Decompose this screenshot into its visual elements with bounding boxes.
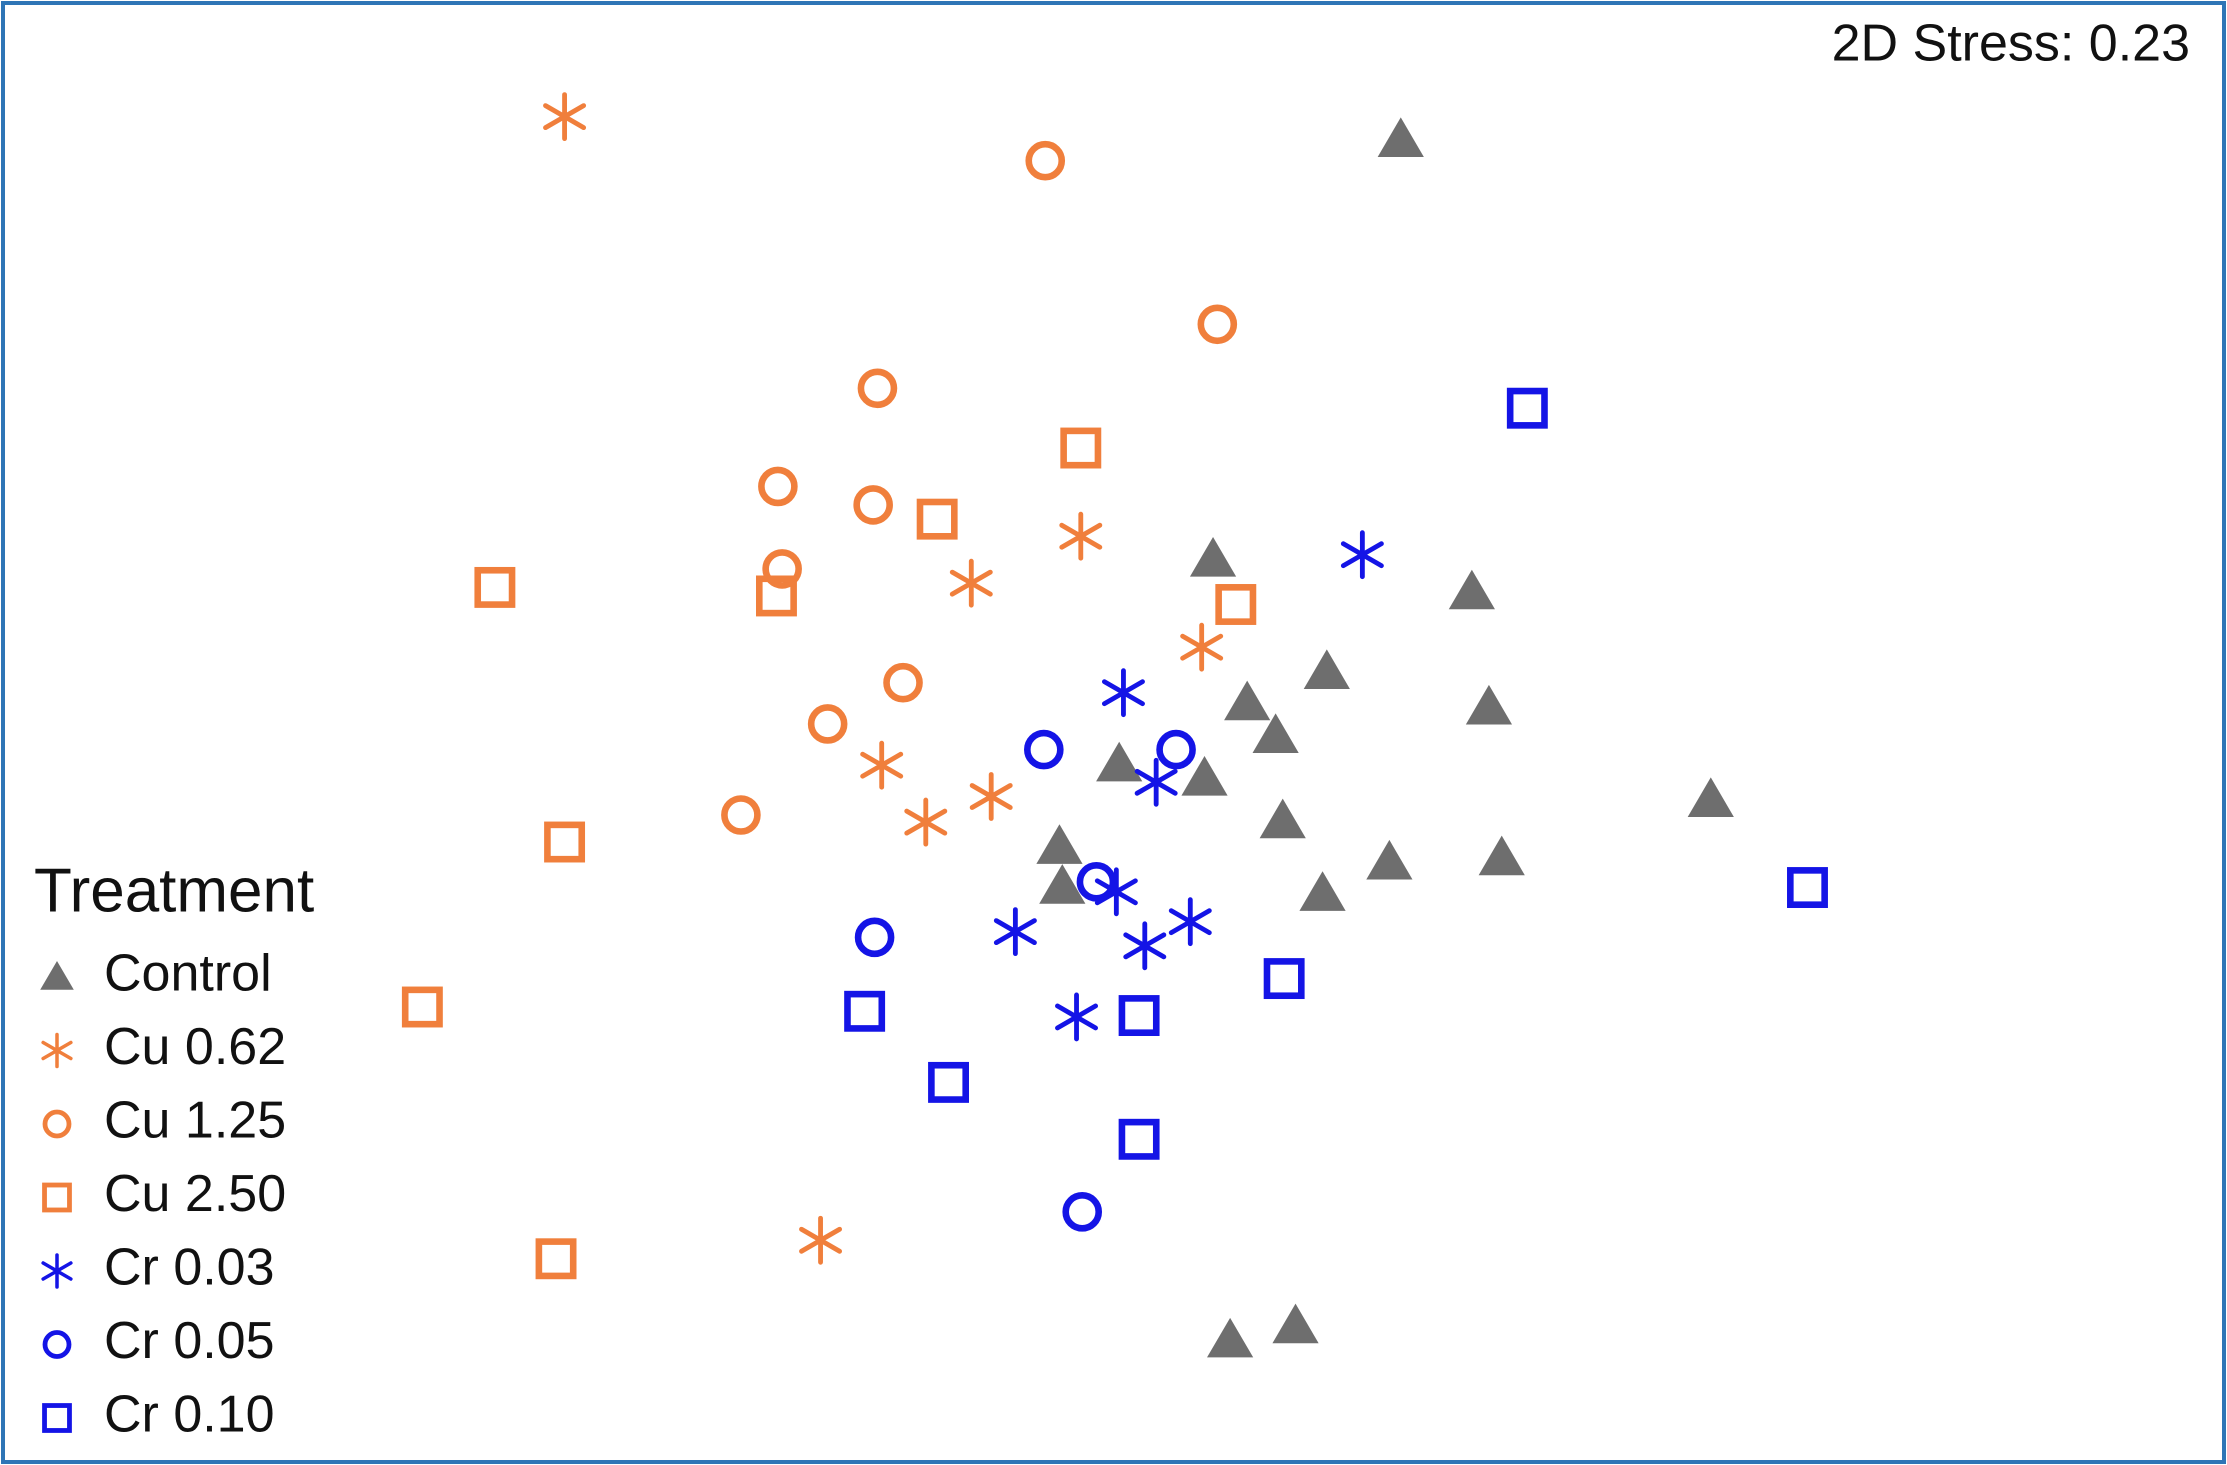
legend-label: Cu 2.50 [104,1165,286,1223]
data-point [1039,864,1086,904]
data-point [854,917,895,958]
data-point [756,575,797,617]
data-point [1207,1317,1254,1358]
data-point [1259,798,1306,839]
data-point [401,986,443,1028]
data-point [949,558,993,608]
legend-label: Cr 0.05 [104,1312,275,1370]
data-point [1303,649,1350,689]
data-point [1506,387,1548,429]
data-point [1036,824,1083,864]
data-point [543,92,587,142]
data-point [1299,871,1346,911]
legend-marker [41,1253,73,1289]
legend-label: Cr 0.10 [104,1386,275,1444]
legend-marker [42,1403,72,1433]
data-point [1055,992,1098,1042]
data-point [1118,995,1160,1037]
data-point [1448,569,1495,610]
data-point [1096,741,1143,782]
data-point [1189,536,1237,577]
data-point [969,772,1013,821]
data-point [1272,1303,1319,1344]
data-point [1215,584,1257,625]
data-point [1377,117,1424,157]
data-point [1252,713,1299,753]
data-point [1478,835,1525,876]
data-point [762,549,802,589]
data-point [1366,839,1413,880]
legend-marker [40,961,74,990]
legend-label: Cu 1.25 [104,1092,286,1150]
data-point [1059,511,1103,561]
data-point [860,740,904,790]
data-point [857,368,898,409]
data-point [1062,1192,1103,1232]
legend-marker [41,1032,73,1069]
data-point [721,795,761,835]
data-point [1101,668,1145,718]
data-point [474,566,516,608]
data-point [535,1238,577,1280]
data-point [1118,1118,1160,1160]
data-point [928,1061,969,1103]
data-point [1076,862,1117,902]
legend-label: Cu 0.62 [104,1018,286,1076]
legend-marker [42,1182,72,1213]
data-point [883,662,923,703]
legend-marker [42,1330,72,1359]
data-point [758,466,798,507]
data-point [799,1215,843,1265]
data-point [1340,530,1384,580]
data-point [1687,777,1734,817]
data-point [1465,684,1513,725]
data-point [1134,757,1178,807]
data-point [807,704,848,744]
data-point [1024,729,1064,770]
stress-annotation: 2D Stress: 0.23 [1832,15,2190,73]
data-point [1060,427,1102,469]
legend-label: Control [104,945,272,1003]
data-point [844,990,886,1032]
data-point [1263,958,1305,1000]
data-point [853,485,893,525]
data-point [1181,756,1228,796]
data-point [1156,729,1196,770]
data-point [1180,622,1224,672]
data-point [904,797,948,847]
data-point [1123,921,1167,971]
data-point [916,498,958,540]
legend-title: Treatment [34,856,314,925]
data-point [1168,897,1212,947]
data-point [993,907,1037,957]
data-point [1787,867,1828,908]
data-point [1025,140,1066,181]
data-point [1197,304,1238,345]
data-point [544,821,586,863]
legend-label: Cr 0.03 [104,1239,275,1297]
data-point [1224,680,1271,721]
legend-marker [42,1109,72,1139]
